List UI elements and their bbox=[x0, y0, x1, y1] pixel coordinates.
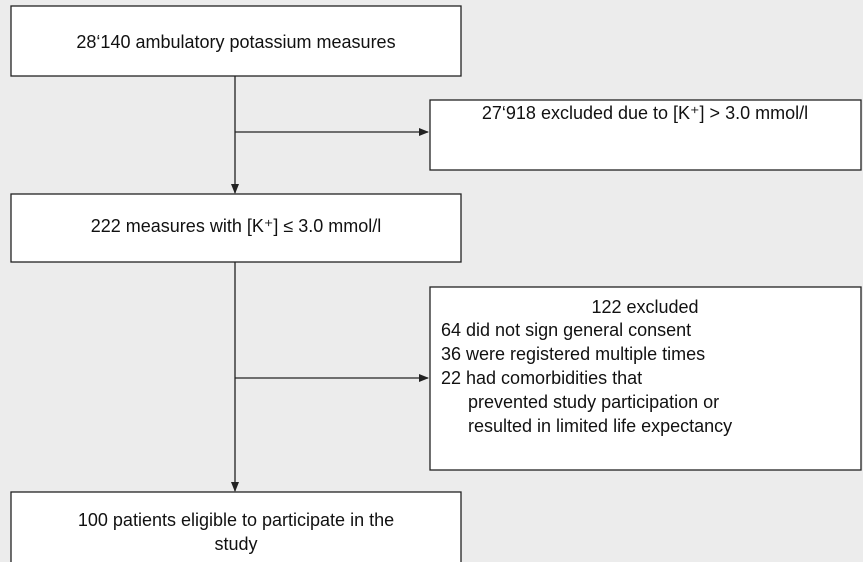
box bbox=[10, 193, 462, 263]
box bbox=[10, 491, 462, 562]
box-label: 222 measures with [K⁺] ≤ 3.0 mmol/l bbox=[91, 216, 382, 236]
box-line: prevented study participation or bbox=[468, 392, 719, 412]
box-line: 22 had comorbidities that bbox=[441, 368, 642, 388]
box bbox=[10, 5, 462, 77]
box bbox=[429, 286, 862, 471]
box bbox=[429, 99, 862, 171]
box-label: 28‘140 ambulatory potassium measures bbox=[76, 32, 395, 52]
box-line: 64 did not sign general consent bbox=[441, 320, 691, 340]
box-label: 27‘918 excluded due to [K⁺] > 3.0 mmol/l bbox=[482, 103, 808, 123]
box-line: resulted in limited life expectancy bbox=[468, 416, 732, 436]
box-title: 122 excluded bbox=[591, 297, 698, 317]
box-line: study bbox=[214, 534, 257, 554]
box-line: 36 were registered multiple times bbox=[441, 344, 705, 364]
box-line: 100 patients eligible to participate in … bbox=[78, 510, 394, 530]
